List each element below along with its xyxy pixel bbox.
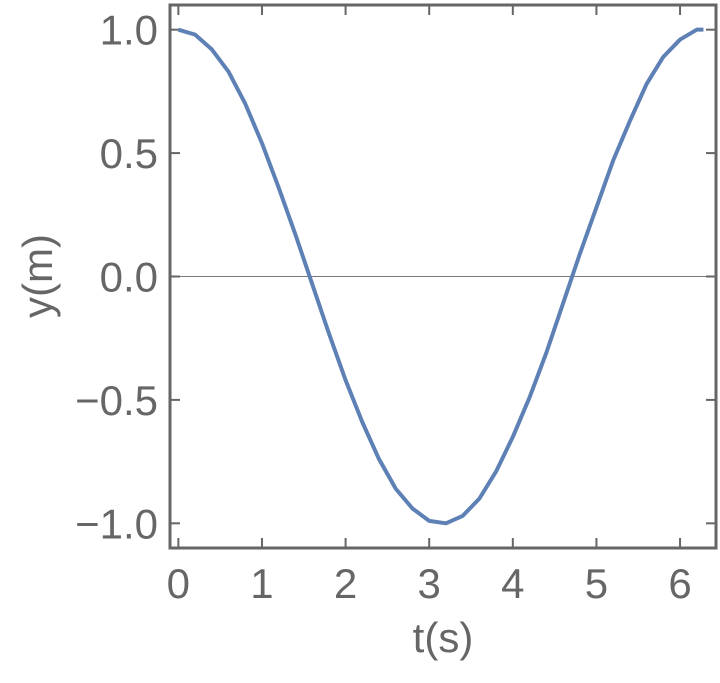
y-tick-label: −0.5: [75, 377, 158, 424]
y-tick-label: 0.5: [100, 130, 158, 177]
x-tick-label: 2: [334, 560, 357, 607]
x-tick-label: 0: [167, 560, 190, 607]
x-tick-label: 6: [668, 560, 691, 607]
plot-frame: [168, 3, 718, 550]
data-line: [177, 27, 704, 526]
x-tick-label: 4: [501, 560, 524, 607]
y-tick-label: 0.0: [100, 254, 158, 301]
y-tick-label: −1.0: [75, 500, 158, 547]
x-tick-label: 3: [418, 560, 441, 607]
y-axis-label: y(m): [14, 234, 61, 318]
x-tick-label: 5: [585, 560, 608, 607]
x-tick-label: 1: [250, 560, 273, 607]
x-axis-label: t(s): [413, 614, 474, 661]
y-tick-label: 1.0: [100, 7, 158, 54]
